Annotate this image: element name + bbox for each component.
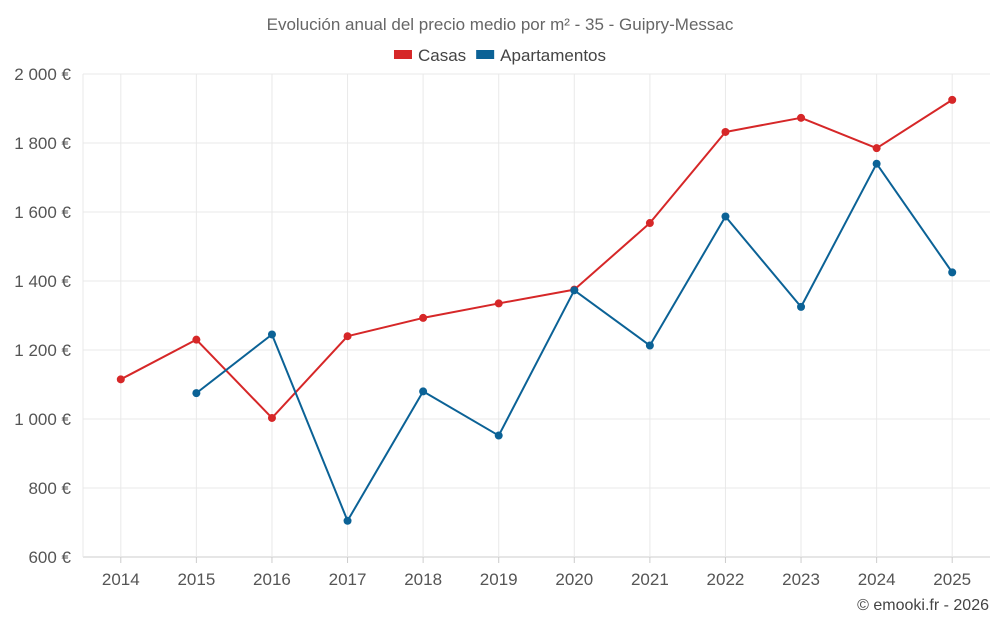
data-point[interactable]	[267, 330, 276, 339]
x-tick-label: 2024	[858, 570, 896, 589]
y-tick-label: 800 €	[28, 479, 71, 498]
x-tick-label: 2016	[253, 570, 291, 589]
legend-swatch[interactable]	[476, 50, 495, 59]
legend-label: Casas	[418, 46, 466, 65]
x-tick-label: 2019	[480, 570, 518, 589]
series-layer	[116, 95, 957, 525]
data-point[interactable]	[948, 268, 957, 277]
series-apartamentos	[192, 159, 957, 525]
y-tick-label: 1 800 €	[14, 134, 71, 153]
x-tick-label: 2020	[555, 570, 593, 589]
data-point[interactable]	[797, 302, 806, 311]
data-point[interactable]	[645, 341, 654, 350]
data-point[interactable]	[419, 387, 428, 396]
y-tick-label: 1 000 €	[14, 410, 71, 429]
x-tick-label: 2022	[707, 570, 745, 589]
data-point[interactable]	[948, 95, 957, 104]
data-point[interactable]	[721, 127, 730, 136]
data-point[interactable]	[419, 313, 428, 322]
data-point[interactable]	[116, 375, 125, 384]
x-tick-label: 2018	[404, 570, 442, 589]
data-point[interactable]	[570, 286, 579, 295]
data-point[interactable]	[872, 159, 881, 168]
data-point[interactable]	[192, 335, 201, 344]
data-point[interactable]	[343, 516, 352, 525]
data-point[interactable]	[872, 144, 881, 153]
y-tick-label: 1 600 €	[14, 203, 71, 222]
data-point[interactable]	[494, 299, 503, 308]
legend-label: Apartamentos	[500, 46, 606, 65]
series-line	[120, 99, 953, 419]
credit-text: © emooki.fr - 2026	[857, 597, 989, 614]
x-tick-label: 2014	[102, 570, 140, 589]
x-tick-label: 2017	[329, 570, 367, 589]
data-point[interactable]	[797, 113, 806, 122]
legend: Casas Apartamentos	[393, 46, 606, 65]
y-tick-label: 600 €	[28, 548, 71, 567]
y-tick-label: 1 400 €	[14, 272, 71, 291]
data-point[interactable]	[267, 413, 276, 422]
data-point[interactable]	[645, 219, 654, 228]
y-tick-label: 2 000 €	[14, 65, 71, 84]
x-tick-label: 2015	[177, 570, 215, 589]
data-point[interactable]	[721, 212, 730, 221]
series-casas	[116, 95, 957, 422]
x-axis: 2014 2015 2016 2017 2018 2019 2020 2021 2022 2023…	[102, 557, 971, 589]
x-tick-label: 2023	[782, 570, 820, 589]
x-tick-label: 2025	[933, 570, 971, 589]
legend-swatch[interactable]	[393, 50, 412, 59]
data-point[interactable]	[192, 389, 201, 398]
y-axis: 600 € 800 € 1 000 € 1 200 € 1 400 € 1 600 € 1 …	[14, 65, 71, 567]
data-point[interactable]	[343, 332, 352, 341]
chart-title: Evolución anual del precio medio por m² …	[267, 15, 734, 34]
y-tick-label: 1 200 €	[14, 341, 71, 360]
grid	[82, 73, 990, 558]
data-point[interactable]	[494, 431, 503, 440]
x-tick-label: 2021	[631, 570, 669, 589]
